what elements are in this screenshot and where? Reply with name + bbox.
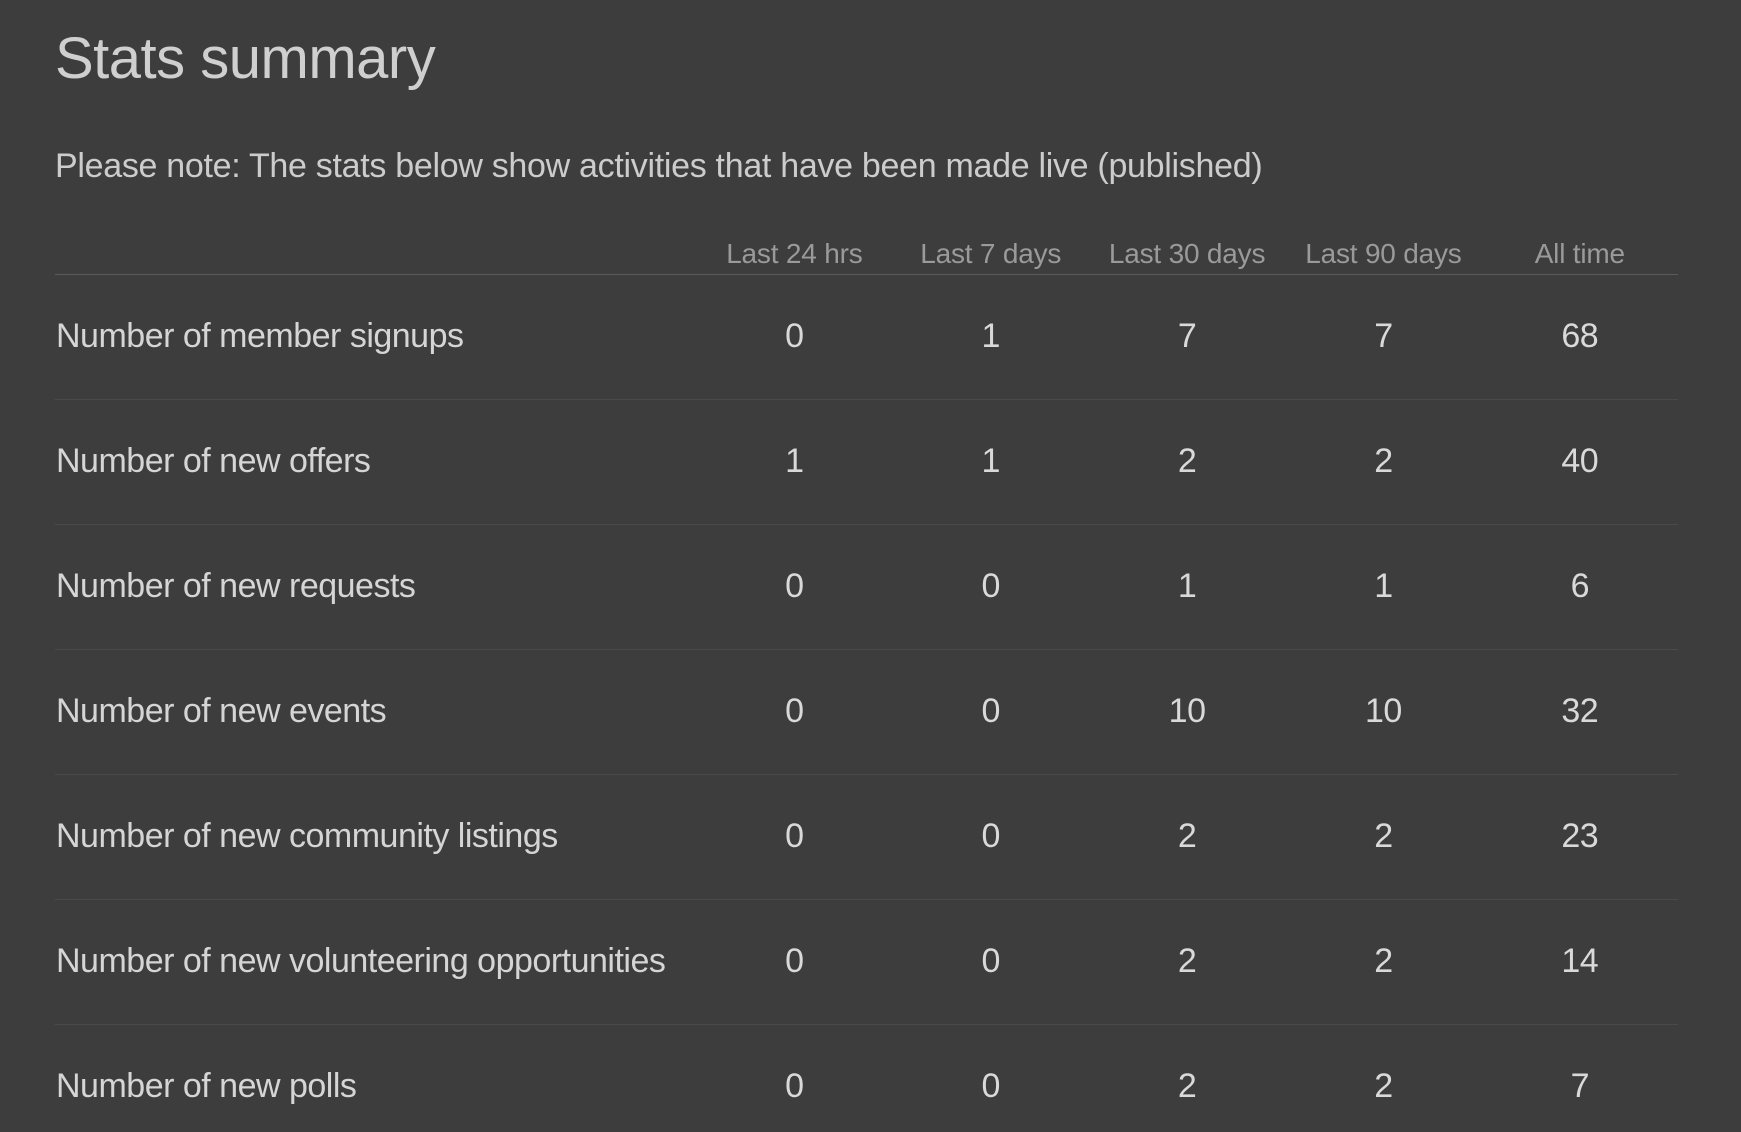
stat-value: 2 (1285, 399, 1482, 525)
header-row: Last 24 hrs Last 7 days Last 30 days Last 9… (55, 235, 1678, 275)
stat-value: 0 (892, 524, 1089, 650)
page-title: Stats summary (55, 26, 436, 91)
row-label: Number of new offers (55, 399, 697, 525)
stat-value: 40 (1481, 399, 1678, 525)
header-cell-last-24-hrs: Last 24 hrs (696, 235, 893, 275)
stats-table: Last 24 hrs Last 7 days Last 30 days Last 9… (55, 235, 1678, 1132)
table-row: Number of new offers 1 1 2 2 40 (55, 399, 1678, 525)
row-label: Number of new events (55, 649, 697, 775)
stat-value: 2 (1088, 1024, 1286, 1132)
stat-value: 0 (892, 899, 1089, 1025)
table-row: Number of new volunteering opportunities… (55, 899, 1678, 1025)
stat-value: 0 (696, 274, 893, 400)
stat-value: 0 (892, 1024, 1089, 1132)
stat-value: 0 (696, 1024, 893, 1132)
stat-value: 1 (892, 399, 1089, 525)
stat-value: 10 (1285, 649, 1482, 775)
stat-value: 0 (696, 899, 893, 1025)
table-row: Number of member signups 0 1 7 7 68 (55, 274, 1678, 400)
stat-value: 0 (696, 774, 893, 900)
stat-value: 32 (1481, 649, 1678, 775)
row-label: Number of new community listings (55, 774, 697, 900)
stat-value: 1 (696, 399, 893, 525)
stat-value: 2 (1088, 774, 1286, 900)
table-row: Number of new events 0 0 10 10 32 (55, 649, 1678, 775)
stat-value: 1 (892, 274, 1089, 400)
table-row: Number of new requests 0 0 1 1 6 (55, 524, 1678, 650)
header-cell-last-30-days: Last 30 days (1088, 235, 1286, 275)
published-stats-note: Please note: The stats below show activi… (55, 146, 1263, 185)
stat-value: 2 (1285, 899, 1482, 1025)
header-cell-empty (55, 235, 697, 275)
stat-value: 0 (696, 524, 893, 650)
stat-value: 23 (1481, 774, 1678, 900)
stat-value: 1 (1088, 524, 1286, 650)
stat-value: 7 (1285, 274, 1482, 400)
header-cell-all-time: All time (1481, 235, 1678, 275)
header-cell-last-90-days: Last 90 days (1285, 235, 1482, 275)
stat-value: 7 (1481, 1024, 1678, 1132)
stat-value: 7 (1088, 274, 1286, 400)
stat-value: 0 (892, 774, 1089, 900)
stat-value: 2 (1088, 899, 1286, 1025)
row-label: Number of member signups (55, 274, 697, 400)
stat-value: 1 (1285, 524, 1482, 650)
stat-value: 0 (892, 649, 1089, 775)
table-row: Number of new polls 0 0 2 2 7 (55, 1024, 1678, 1132)
stat-value: 6 (1481, 524, 1678, 650)
stat-value: 2 (1088, 399, 1286, 525)
stat-value: 2 (1285, 1024, 1482, 1132)
stat-value: 2 (1285, 774, 1482, 900)
row-label: Number of new requests (55, 524, 697, 650)
stat-value: 14 (1481, 899, 1678, 1025)
row-label: Number of new volunteering opportunities (55, 899, 697, 1025)
stat-value: 10 (1088, 649, 1286, 775)
stat-value: 0 (696, 649, 893, 775)
stats-table-header: Last 24 hrs Last 7 days Last 30 days Last 9… (55, 235, 1678, 275)
table-row: Number of new community listings 0 0 2 2 23 (55, 774, 1678, 900)
row-label: Number of new polls (55, 1024, 697, 1132)
header-cell-last-7-days: Last 7 days (892, 235, 1089, 275)
stats-table-body: Number of member signups 0 1 7 7 68 Number of … (55, 274, 1678, 1132)
stat-value: 68 (1481, 274, 1678, 400)
